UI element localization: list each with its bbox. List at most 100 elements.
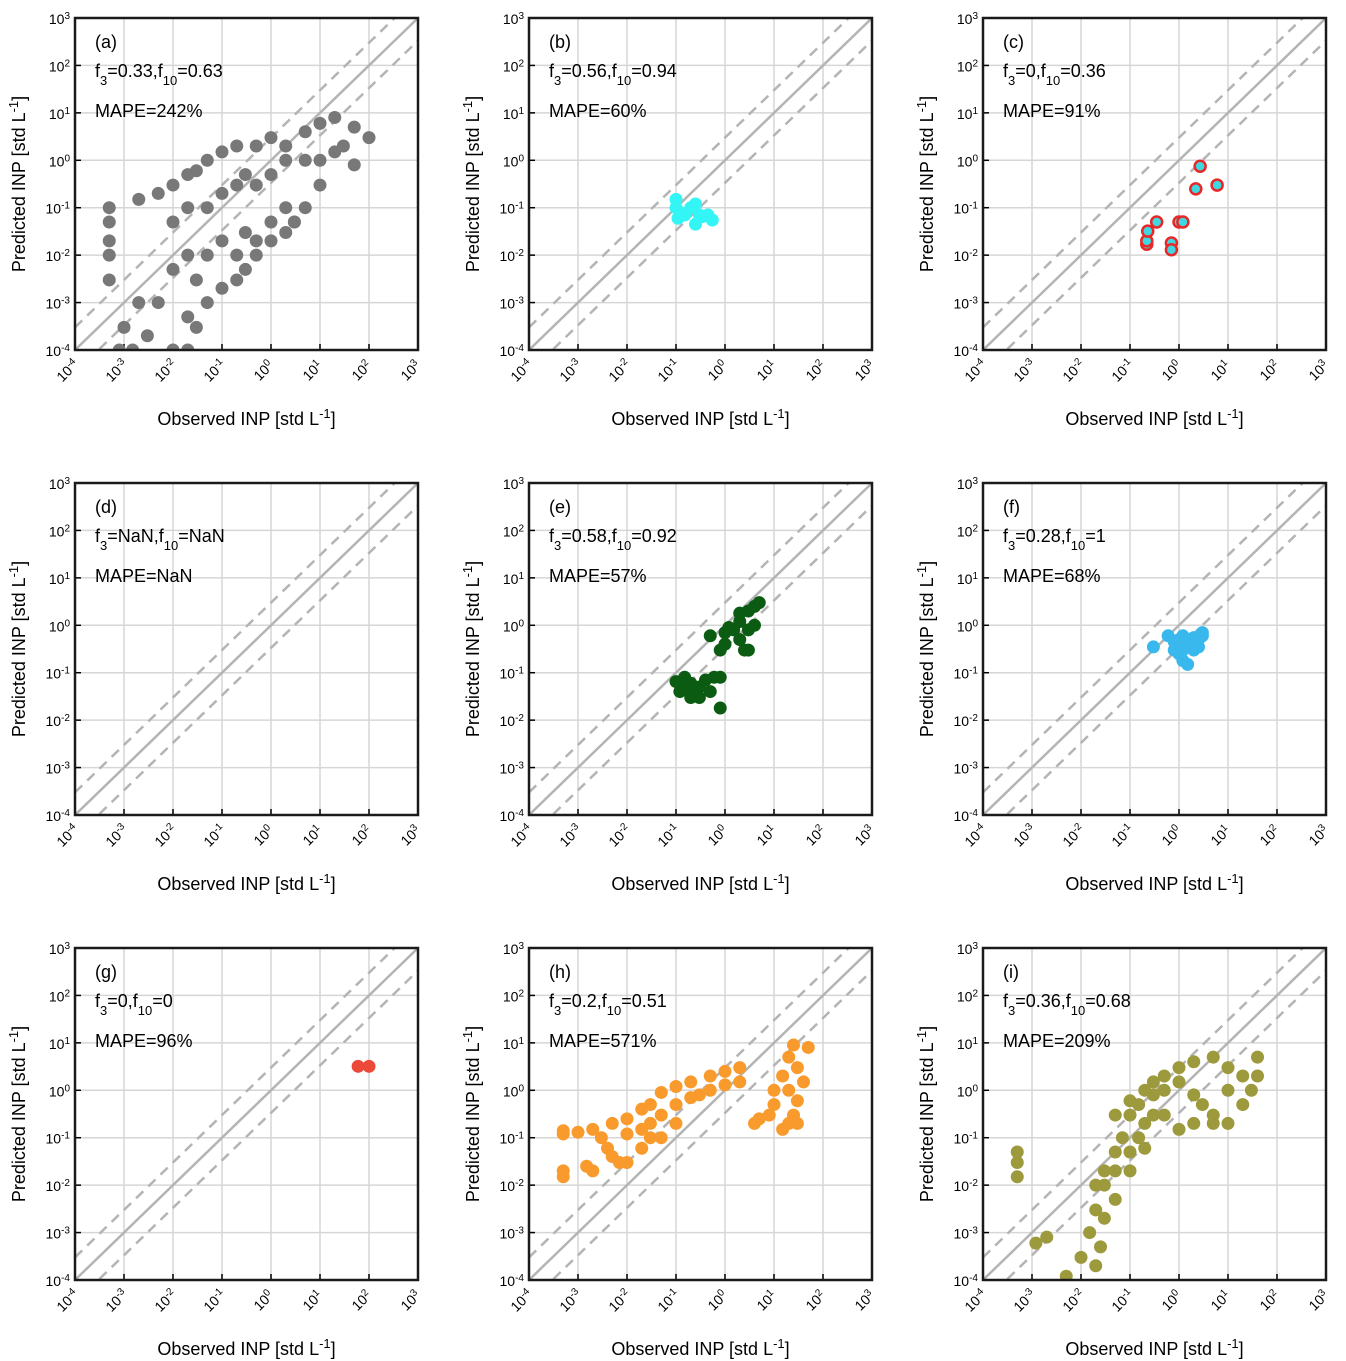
point: [166, 343, 180, 350]
y-tick-label-part: 10: [957, 988, 973, 1004]
x-tick-label: 100: [704, 1287, 731, 1314]
mape-annotation: MAPE=60%: [549, 101, 647, 121]
point: [748, 618, 762, 632]
y-tick-label: 10-1: [46, 665, 71, 682]
y-tick-label: 103: [957, 11, 979, 28]
y-axis-label: Predicted INP [std L-1]: [460, 1026, 484, 1202]
x-axis-label-part: Observed INP [std L: [611, 874, 773, 894]
y-axis-label: Predicted INP [std L-1]: [6, 96, 30, 272]
y-tick-label-part: 1: [972, 1035, 978, 1046]
point: [249, 234, 263, 248]
y-tick-label-part: 10: [954, 1178, 970, 1194]
factor-line: [983, 18, 1305, 329]
y-tick-label-part: -4: [969, 1273, 978, 1284]
y-tick-label-part: -4: [515, 808, 524, 819]
x-axis-label-part: Observed INP [std L: [611, 1339, 773, 1359]
y-tick-label-part: 10: [503, 988, 519, 1004]
panel-label: (h): [549, 962, 571, 982]
point: [1146, 640, 1160, 654]
x-axis-label: Observed INP [std L-1]: [611, 406, 789, 430]
point: [776, 1069, 790, 1083]
point: [733, 1075, 747, 1089]
points: [1140, 159, 1224, 257]
x-axis-label: Observed INP [std L-1]: [1065, 871, 1243, 895]
x-tick-label: 100: [250, 357, 277, 384]
y-tick-label-part: 10: [46, 1131, 62, 1147]
y-tick-label: 10-3: [46, 295, 71, 312]
x-axis-label-part: -1: [319, 406, 331, 421]
y-tick-label-part: 2: [518, 58, 524, 69]
y-tick-label-part: 2: [972, 988, 978, 999]
x-tick-label: 102: [348, 357, 375, 384]
y-tick-label-part: 1: [518, 570, 524, 581]
point: [703, 629, 717, 643]
y-tick-label-part: 3: [64, 476, 70, 487]
axes-frame: [981, 481, 1328, 817]
y-tick-label-part: 10: [500, 1273, 516, 1289]
point: [189, 273, 203, 287]
point: [556, 1164, 570, 1178]
point: [1123, 1094, 1137, 1108]
point: [102, 273, 116, 287]
y-tick-label: 101: [957, 1035, 979, 1052]
y-axis-label-part: Predicted INP [std L: [463, 577, 483, 737]
y-tick-label: 102: [49, 988, 71, 1005]
y-tick-label-part: 10: [49, 153, 65, 169]
y-tick-label: 102: [503, 523, 525, 540]
x-tick-label: 10-3: [1010, 355, 1039, 384]
point: [279, 226, 293, 240]
y-tick-label: 10-1: [954, 665, 979, 682]
stats-annotation: f3=0.58,f10=0.92: [549, 526, 677, 553]
point: [692, 1088, 706, 1102]
y-axis-label-part: ]: [9, 561, 29, 566]
y-axis-label-part: -1: [460, 566, 475, 578]
point: [1123, 1145, 1137, 1159]
axes-frame: [527, 946, 874, 1282]
points: [1146, 626, 1209, 671]
point: [1108, 1164, 1122, 1178]
y-tick-label-part: 1: [518, 105, 524, 116]
panel-label: (c): [1003, 32, 1024, 52]
points: [351, 1059, 376, 1073]
y-axis-label-part: Predicted INP [std L: [917, 577, 937, 737]
y-tick-label-part: 10: [46, 296, 62, 312]
point: [181, 248, 195, 262]
y-tick-label-part: 10: [49, 571, 65, 587]
reference-lines: [983, 18, 1326, 350]
point: [786, 1038, 800, 1052]
points: [102, 110, 376, 350]
stats-annotation-part: =0,f: [107, 991, 139, 1011]
y-tick-label-part: 10: [954, 713, 970, 729]
point: [132, 296, 146, 310]
x-axis-label-part: ]: [331, 1339, 336, 1359]
y-axis-label-part: Predicted INP [std L: [917, 1042, 937, 1202]
y-tick-label: 102: [503, 988, 525, 1005]
point: [362, 1059, 376, 1073]
y-axis-label-part: ]: [917, 1026, 937, 1031]
y-tick-label-part: 10: [49, 1083, 65, 1099]
x-axis-label-part: -1: [1227, 871, 1239, 886]
y-tick-label-part: -2: [61, 248, 70, 259]
stats-annotation-part: 10: [138, 1003, 152, 1018]
x-tick-label: 103: [1305, 1287, 1332, 1314]
x-tick-label: 10-1: [1108, 820, 1137, 849]
x-tick-label: 10-1: [200, 355, 229, 384]
stats-annotation-part: =0.2,f: [561, 991, 608, 1011]
point: [586, 1122, 600, 1136]
y-tick-label: 10-2: [500, 248, 525, 265]
point: [264, 234, 278, 248]
stats-annotation-part: 3: [1008, 538, 1015, 553]
x-tick-label: 102: [1256, 357, 1283, 384]
point: [1176, 215, 1190, 229]
y-tick-label-part: 10: [49, 11, 65, 27]
points: [1010, 1050, 1265, 1280]
point: [1244, 1083, 1258, 1097]
point: [752, 596, 766, 610]
point: [1189, 182, 1203, 196]
stats-annotation-part: 10: [1046, 73, 1060, 88]
point: [1010, 1145, 1024, 1159]
y-tick-label: 10-1: [500, 1130, 525, 1147]
y-axis-label: Predicted INP [std L-1]: [914, 1026, 938, 1202]
x-axis-label-part: Observed INP [std L: [1065, 1339, 1227, 1359]
point: [705, 213, 719, 227]
